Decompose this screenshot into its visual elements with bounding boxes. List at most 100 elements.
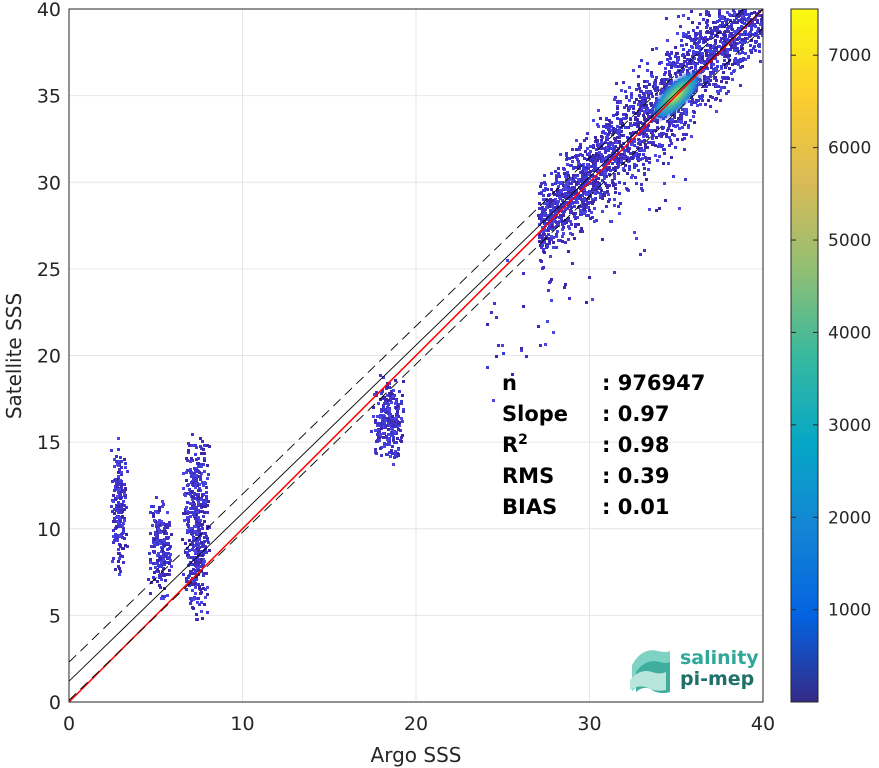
density-cell-3509 (495, 355, 498, 358)
density-cell-650 (197, 583, 200, 586)
density-cell-1041 (387, 428, 390, 431)
density-cell-2027 (667, 127, 670, 130)
density-cell-2797 (637, 114, 640, 117)
density-cell-1572 (612, 114, 615, 117)
line-identity (69, 9, 763, 702)
density-cell-1812 (692, 38, 695, 41)
density-cell-3403 (708, 49, 711, 52)
density-cell-3263 (555, 225, 558, 228)
density-cell-2803 (589, 159, 592, 162)
density-cell-1802 (677, 120, 680, 123)
density-cell-2661 (644, 143, 647, 146)
density-cell-3397 (732, 9, 735, 12)
density-cell-2458 (660, 61, 663, 64)
density-cell-3486 (588, 276, 591, 279)
density-cell-1922 (559, 189, 562, 192)
density-cell-1804 (616, 117, 619, 120)
density-cell-3498 (635, 237, 638, 240)
density-cell-1152 (643, 85, 646, 88)
density-cell-3184 (575, 181, 578, 184)
density-cell-1972 (579, 211, 582, 214)
density-cell-701 (194, 564, 197, 567)
density-cell-2109 (723, 59, 726, 62)
density-cell-2493 (583, 157, 586, 160)
density-cell-863 (372, 406, 375, 409)
density-cell-969 (386, 385, 389, 388)
density-cell-2221 (680, 112, 683, 115)
density-cell-3357 (636, 112, 639, 115)
density-cell-2096 (633, 138, 636, 141)
density-cell-9 (122, 527, 125, 530)
density-cell-2990 (705, 66, 708, 69)
density-cell-2819 (596, 191, 599, 194)
density-cell-148 (117, 552, 120, 555)
density-cell-2583 (682, 35, 685, 38)
density-cell-754 (191, 556, 194, 559)
density-cell-641 (186, 531, 189, 534)
density-cell-2172 (571, 156, 574, 159)
density-cell-751 (189, 470, 192, 473)
density-cell-607 (194, 525, 197, 528)
density-cell-2743 (690, 39, 693, 42)
density-cell-3448 (574, 176, 577, 179)
density-cell-3090 (646, 135, 649, 138)
density-cell-3322 (620, 157, 623, 160)
density-cell-934 (401, 394, 404, 397)
density-cell-905 (388, 394, 391, 397)
density-cell-1689 (589, 145, 592, 148)
density-cell-2793 (549, 255, 552, 258)
density-cell-811 (379, 398, 382, 401)
density-cell-595 (205, 486, 208, 489)
density-cell-1954 (628, 159, 631, 162)
density-cell-785 (201, 617, 204, 620)
density-cell-337 (165, 523, 168, 526)
density-cell-3234 (696, 62, 699, 65)
density-cell-1133 (551, 228, 554, 231)
density-cell-635 (196, 559, 199, 562)
density-cell-178 (118, 573, 121, 576)
density-cell-547 (182, 472, 185, 475)
density-cell-3238 (558, 192, 561, 195)
density-cell-89 (114, 497, 117, 500)
density-cell-3209 (604, 172, 607, 175)
density-cell-3218 (594, 160, 597, 163)
density-cell-974 (393, 417, 396, 420)
regression-lines (69, 9, 763, 702)
density-cell-2776 (595, 148, 598, 151)
density-cell-1789 (613, 148, 616, 151)
density-cell-802 (188, 539, 191, 542)
density-cell-2932 (704, 89, 707, 92)
density-cell-3552 (570, 210, 573, 213)
density-cell-2829 (704, 36, 707, 39)
density-cell-116 (119, 554, 122, 557)
density-cell-3037 (608, 198, 611, 201)
density-cell-1647 (631, 174, 634, 177)
density-cell-628 (201, 523, 204, 526)
density-cell-1607 (625, 104, 628, 107)
density-cell-320 (160, 561, 163, 564)
density-cell-362 (157, 521, 160, 524)
density-cell-2640 (626, 136, 629, 139)
density-cell-1713 (715, 79, 718, 82)
density-cell-1888 (574, 225, 577, 228)
density-cell-2683 (736, 42, 739, 45)
density-cell-953 (400, 402, 403, 405)
density-cell-949 (388, 386, 391, 389)
density-cell-2032 (667, 63, 670, 66)
density-cell-3496 (613, 271, 616, 274)
density-cell-3465 (712, 63, 715, 66)
density-cell-3206 (570, 164, 573, 167)
density-cell-2934 (624, 164, 627, 167)
density-cell-2806 (579, 209, 582, 212)
density-cell-2713 (538, 240, 541, 243)
density-cell-2466 (695, 100, 698, 103)
density-cell-2250 (662, 132, 665, 135)
density-cell-683 (203, 511, 206, 514)
density-cell-697 (189, 597, 192, 600)
density-cell-2365 (683, 123, 686, 126)
density-cell-2248 (646, 109, 649, 112)
density-cell-879 (391, 445, 394, 448)
density-cell-3416 (709, 31, 712, 34)
density-cell-562 (193, 503, 196, 506)
density-cell-2738 (615, 113, 618, 116)
